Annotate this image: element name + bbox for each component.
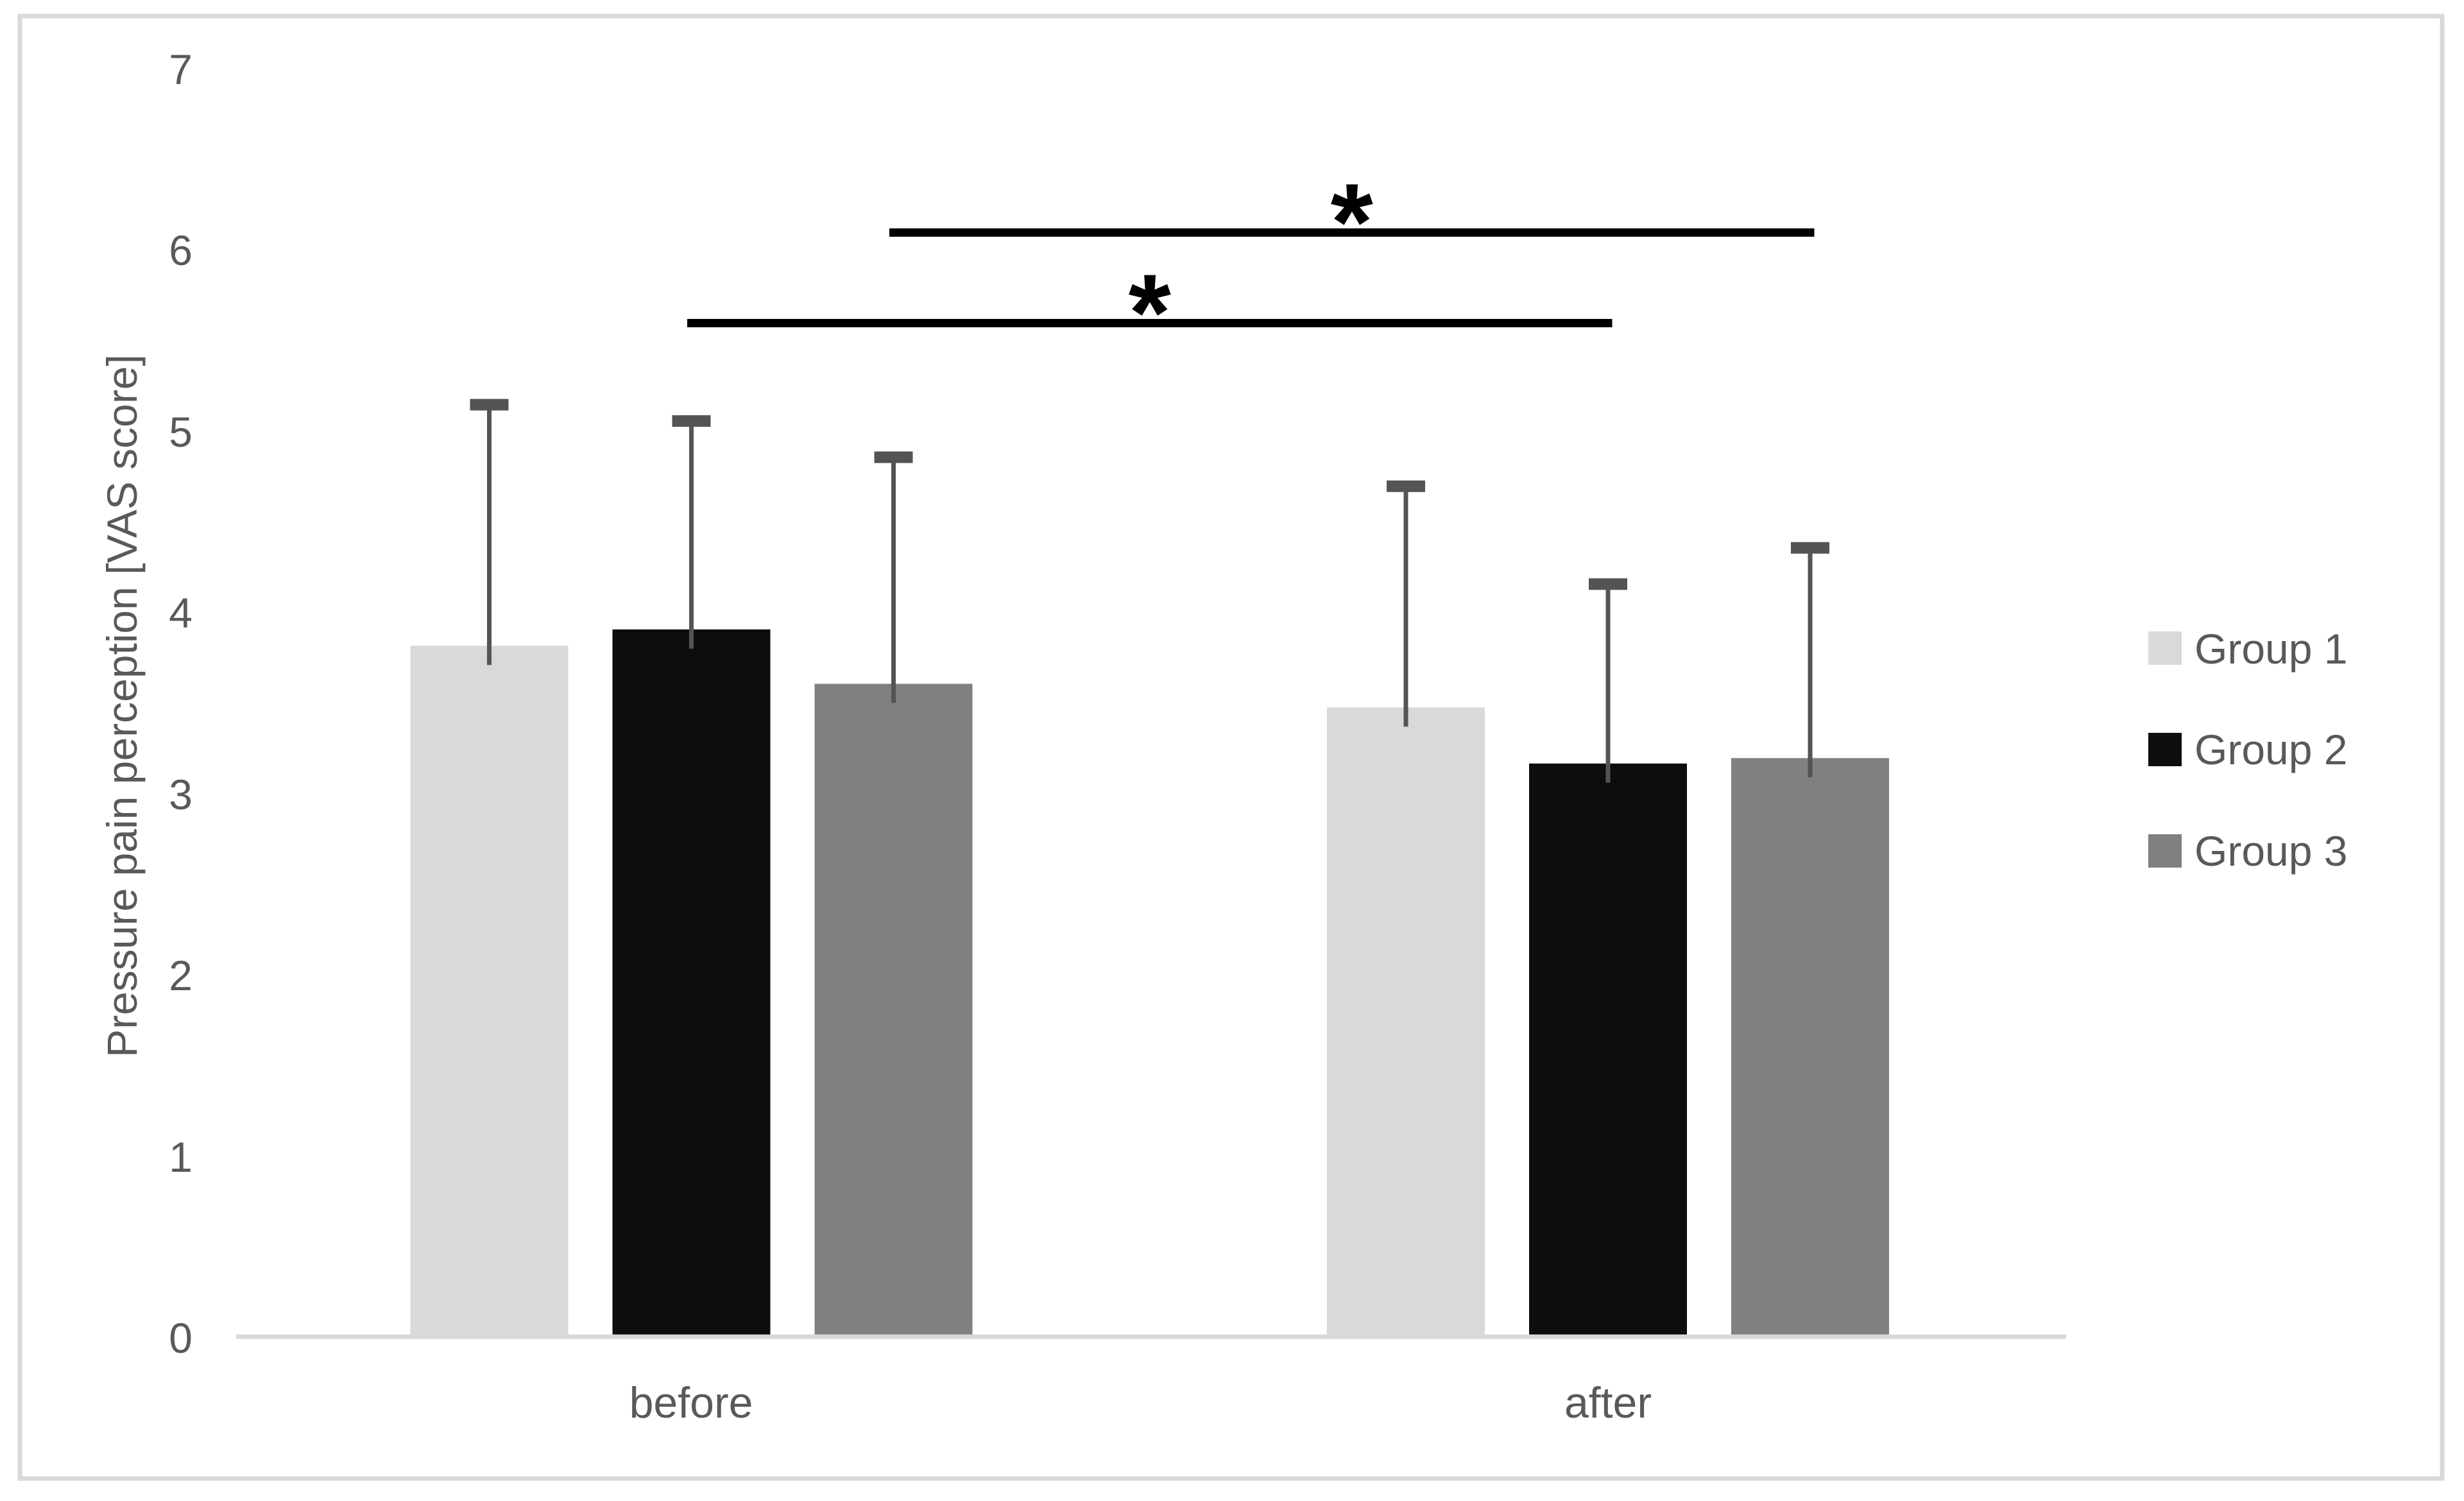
- significance-markers-group: **: [687, 161, 1815, 374]
- bar-group-3-after: [1731, 758, 1889, 1339]
- x-category-label-after: after: [1564, 1378, 1652, 1427]
- error-bar-cap-group-3-after: [1791, 542, 1829, 554]
- x-category-label-before: before: [629, 1378, 753, 1427]
- y-axis-tick-labels: 0 1 2 3 4 5 6 7: [169, 46, 193, 1362]
- bar-group-3-before: [814, 683, 973, 1339]
- figure-border: [17, 13, 2445, 1481]
- legend-swatch-group-1: [2148, 631, 2182, 665]
- y-tick-label-6: 6: [169, 227, 193, 274]
- error-bars-group: [470, 399, 1829, 783]
- bar-group-1-before: [410, 646, 569, 1339]
- y-tick-label-5: 5: [169, 408, 193, 456]
- legend: Group 1 Group 2 Group 3: [2148, 625, 2347, 875]
- legend-swatch-group-3: [2148, 834, 2182, 868]
- y-tick-label-1: 1: [169, 1133, 193, 1181]
- legend-swatch-group-2: [2148, 733, 2182, 766]
- y-tick-label-7: 7: [169, 46, 193, 93]
- bars-group: [410, 629, 1889, 1339]
- significance-asterisk-2: *: [1331, 161, 1373, 283]
- error-bar-cap-group-1-before: [470, 399, 509, 411]
- y-axis-title: Pressure pain perception [VAS score]: [98, 354, 146, 1058]
- bar-group-1-after: [1327, 707, 1485, 1339]
- legend-label-group-3: Group 3: [2194, 827, 2347, 875]
- y-tick-label-4: 4: [169, 589, 193, 637]
- legend-label-group-1: Group 1: [2194, 625, 2347, 673]
- y-tick-label-0: 0: [169, 1314, 193, 1362]
- legend-label-group-2: Group 2: [2194, 726, 2347, 773]
- bar-group-2-before: [612, 629, 771, 1339]
- y-tick-label-2: 2: [169, 952, 193, 999]
- error-bar-cap-group-2-after: [1589, 578, 1627, 590]
- error-bar-cap-group-2-before: [672, 415, 711, 427]
- error-bar-cap-group-3-before: [874, 451, 913, 463]
- significance-asterisk-1: *: [1129, 252, 1171, 374]
- bar-group-2-after: [1529, 763, 1687, 1339]
- y-tick-label-3: 3: [169, 771, 193, 818]
- error-bar-cap-group-1-after: [1387, 480, 1425, 492]
